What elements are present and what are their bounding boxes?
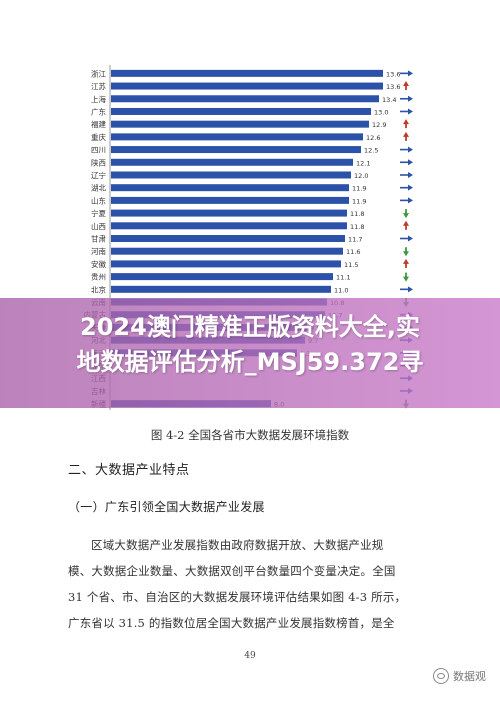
value-label: 11.1 [336,274,350,282]
value-label: 12.5 [364,147,378,155]
category-label: 北京 [91,284,106,294]
trend-up-icon [403,131,409,141]
trend-flat-icon [400,146,413,153]
overlay-banner [0,298,500,408]
overlay-line-2: 地数据评估分析_MSJ59.372寻 [76,348,424,376]
bar [111,285,331,293]
body-line: 模、大数据企业数量、大数据双创平台数量四个变量决定。全国 [68,564,396,578]
category-label: 上海 [91,94,106,104]
bar [111,95,379,103]
value-label: 11.8 [350,223,364,231]
category-label: 河南 [91,246,106,256]
trend-flat-icon [400,184,413,191]
section-heading: 二、大数据产业特点 [68,463,190,478]
category-label: 广东 [91,106,106,116]
trend-flat-icon [400,197,413,204]
value-label: 12.0 [354,172,368,180]
trend-down-icon [403,247,409,257]
value-label: 11.8 [350,210,364,218]
watermark: 数据观 [433,668,486,684]
value-label: 12.6 [366,134,380,142]
value-label: 11.5 [344,261,358,269]
value-label: 12.1 [356,159,370,167]
category-label: 陕西 [91,157,106,167]
trend-up-icon [403,81,409,91]
bar [111,184,349,192]
bar [111,133,363,141]
category-label: 安徽 [91,259,106,269]
category-label: 江苏 [91,81,106,91]
bar [111,247,343,255]
value-label: 11.6 [346,248,360,256]
value-label: 11.0 [334,286,348,294]
bar [111,209,347,217]
category-label: 甘肃 [91,234,106,244]
trend-flat-icon [400,108,413,115]
value-label: 13.6 [386,70,400,78]
body-line: 区域大数据产业发展指数由政府数据开放、大数据产业规 [91,538,384,552]
wechat-icon [433,668,449,684]
category-label: 宁夏 [91,208,106,218]
trend-up-icon [403,220,409,230]
subsection-heading: （一）广东引领全国大数据产业发展 [68,500,265,514]
value-label: 11.9 [352,185,366,193]
trend-down-icon [403,209,409,219]
watermark-text: 数据观 [453,670,486,683]
bar [111,196,349,204]
body-paragraph: 区域大数据产业发展指数由政府数据开放、大数据产业规 模、大数据企业数量、大数据双… [68,532,432,636]
trend-flat-icon [400,159,413,166]
trend-flat-icon [400,171,413,178]
category-label: 山东 [91,195,106,205]
trend-flat-icon [400,286,413,293]
category-label: 浙江 [91,68,106,78]
bar [111,171,351,179]
bar [111,273,333,281]
category-label: 四川 [91,146,106,155]
category-label: 重庆 [91,132,106,142]
trend-flat-icon [400,95,413,102]
overlay-line-1: 2024澳门精准正版资料大全,实 [80,313,420,341]
bar [111,69,383,77]
category-label: 福建 [91,119,106,129]
figure-caption: 图 4-2 全国各省市大数据发展环境指数 [150,428,350,442]
bar [111,120,369,128]
value-label: 11.9 [352,197,366,205]
bar [111,82,383,90]
value-label: 13.4 [382,96,396,104]
trend-up-icon [403,119,409,129]
category-label: 湖北 [91,184,106,193]
bar [111,260,341,268]
trend-down-icon [403,272,409,282]
bar [111,146,361,154]
trend-flat-icon [400,70,413,77]
value-label: 11.7 [348,236,362,244]
page-number: 49 [244,651,256,661]
trend-up-icon [403,258,409,268]
body-line: 31 个省、市、自治区的大数据发展环境评估结果如图 4-3 所示， [68,590,407,604]
value-label: 13.6 [386,83,400,91]
bar [111,222,347,230]
bar [111,235,345,242]
value-label: 12.9 [372,121,386,129]
bar [111,158,353,166]
category-label: 贵州 [91,272,106,282]
value-label: 13.0 [374,108,388,116]
bar [111,107,371,115]
body-line: 广东省以 31.5 的指数位居全国大数据产业发展指数榜首，是全 [68,616,395,630]
category-label: 山西 [91,221,106,231]
overlay-text: 2024澳门精准正版资料大全,实 地数据评估分析_MSJ59.372寻 [0,310,500,380]
category-label: 辽宁 [91,170,106,180]
trend-flat-icon [400,235,413,242]
